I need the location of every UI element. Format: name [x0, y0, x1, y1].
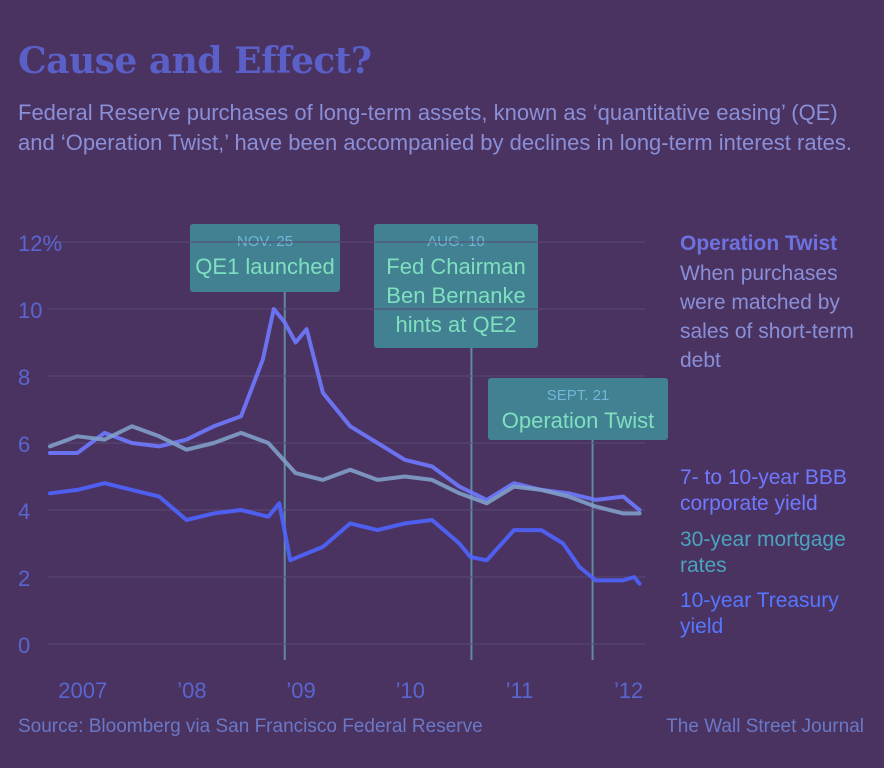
annotation-box: [488, 378, 668, 440]
publisher-credit: The Wall Street Journal: [666, 716, 864, 737]
y-tick-label: 6: [18, 432, 30, 457]
x-tick-label: ’09: [286, 678, 315, 703]
annotation-text: Fed Chairman: [386, 254, 525, 279]
x-tick-label: ’08: [177, 678, 206, 703]
annotation-box: [190, 224, 340, 292]
y-tick-label: 0: [18, 633, 30, 658]
series-line-mortgage: [48, 424, 642, 516]
annotation-text: Ben Bernanke: [386, 283, 525, 308]
chart-title: Cause and Effect?: [18, 40, 372, 82]
series-line-treasury: [48, 481, 642, 586]
x-tick-label: ’12: [614, 678, 643, 703]
annotation-box: [374, 224, 538, 348]
annotation-text: hints at QE2: [395, 312, 516, 337]
y-tick-label: 12%: [18, 231, 62, 256]
source-note: Source: Bloomberg via San Francisco Fede…: [18, 716, 483, 737]
y-tick-label: 2: [18, 566, 30, 591]
chart-subtitle: Federal Reserve purchases of long-term a…: [18, 100, 853, 155]
y-tick-label: 10: [18, 298, 42, 323]
x-tick-label: ’11: [506, 678, 534, 703]
annotation-text: Operation Twist: [502, 408, 654, 433]
legend-mortgage-rates: 30-year mortgage rates: [680, 528, 846, 577]
legend-twist-description: When purchases were matched by sales of …: [680, 262, 854, 372]
x-tick-label: ’10: [396, 678, 425, 703]
legend-twist-title: Operation Twist: [680, 232, 838, 255]
y-tick-label: 8: [18, 365, 30, 390]
y-tick-label: 4: [18, 499, 30, 524]
annotation-text: QE1 launched: [195, 254, 334, 279]
x-tick-label: 2007: [58, 678, 107, 703]
legend-bbb-yield: 7- to 10-year BBB corporate yield: [680, 466, 847, 515]
annotation-date: SEPT. 21: [547, 387, 610, 404]
legend-treasury-yield: 10-year Treasury yield: [680, 589, 839, 638]
